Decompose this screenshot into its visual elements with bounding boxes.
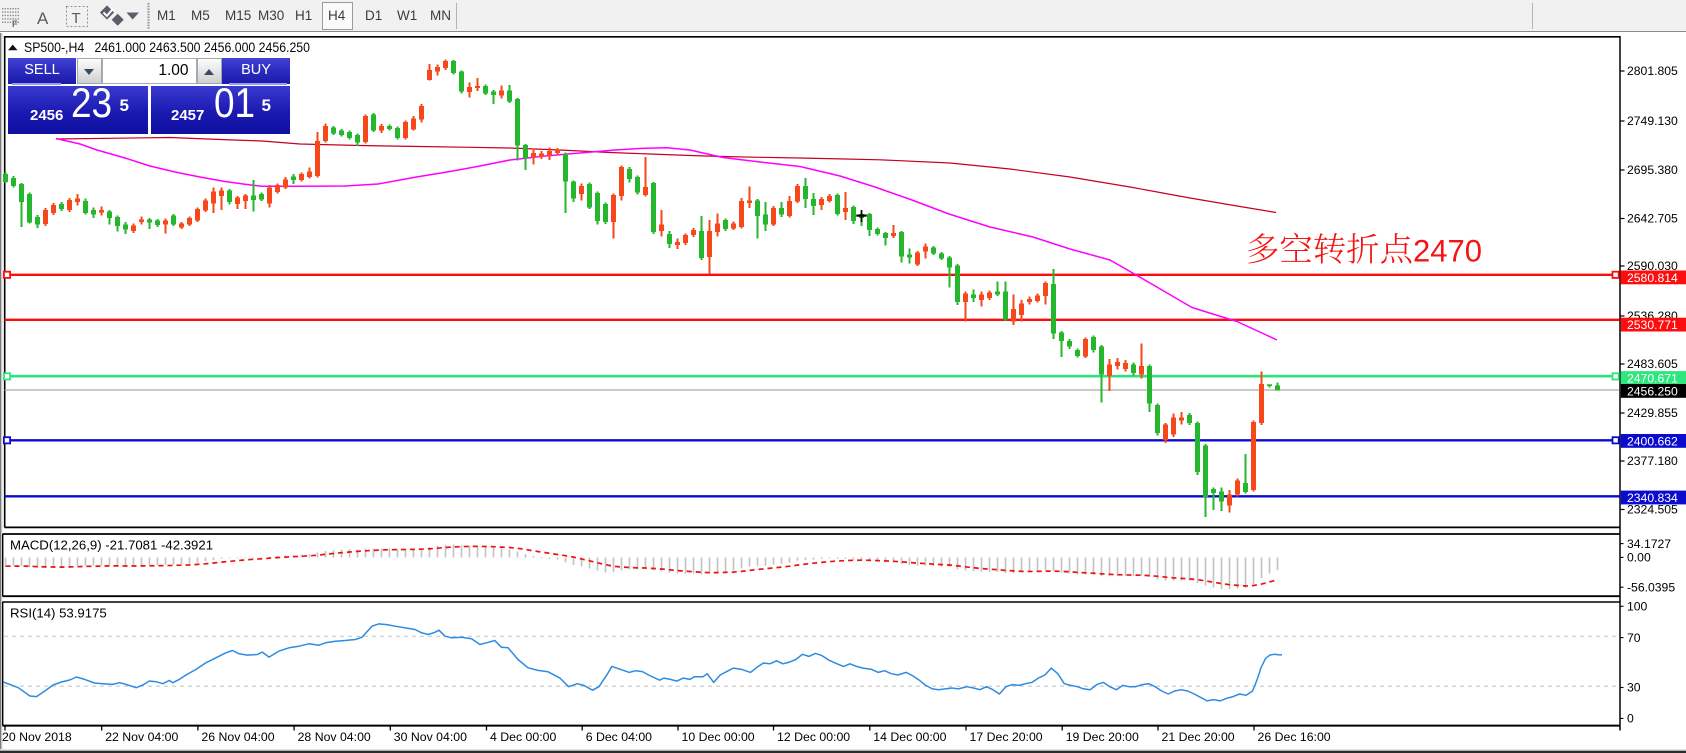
svg-text:SP500-,H4 2461.000 2463.500: SP500-,H4 2461.000 2463.500 2456.000 245… (24, 40, 310, 56)
svg-text:14 Dec 00:00: 14 Dec 00:00 (873, 730, 946, 744)
svg-text:2377.180: 2377.180 (1627, 454, 1678, 468)
svg-text:30: 30 (1627, 681, 1641, 695)
svg-text:19 Dec 20:00: 19 Dec 20:00 (1066, 730, 1139, 744)
svg-text:26 Nov 04:00: 26 Nov 04:00 (201, 730, 274, 744)
svg-text:0: 0 (1627, 712, 1634, 726)
svg-text:28 Nov 04:00: 28 Nov 04:00 (298, 730, 371, 744)
svg-text:17 Dec 20:00: 17 Dec 20:00 (970, 730, 1043, 744)
svg-text:10 Dec 00:00: 10 Dec 00:00 (682, 730, 755, 744)
svg-text:30 Nov 04:00: 30 Nov 04:00 (394, 730, 467, 744)
svg-text:2456.250: 2456.250 (1627, 384, 1678, 398)
svg-text:2429.855: 2429.855 (1627, 406, 1678, 420)
svg-text:2801.805: 2801.805 (1627, 64, 1678, 78)
svg-text:4 Dec 00:00: 4 Dec 00:00 (490, 730, 556, 744)
svg-text:2530.771: 2530.771 (1627, 318, 1678, 332)
svg-text:21 Dec 20:00: 21 Dec 20:00 (1162, 730, 1235, 744)
svg-text:F: F (12, 19, 18, 29)
svg-text:2483.605: 2483.605 (1627, 357, 1678, 371)
svg-text:12 Dec 00:00: 12 Dec 00:00 (777, 730, 850, 744)
svg-text:0.00: 0.00 (1627, 551, 1651, 565)
svg-text:2590.030: 2590.030 (1627, 259, 1678, 273)
svg-text:6 Dec 04:00: 6 Dec 04:00 (586, 730, 652, 744)
svg-text:2470.671: 2470.671 (1627, 371, 1678, 385)
svg-text:2470: 2470 (1413, 233, 1482, 269)
svg-text:2695.380: 2695.380 (1627, 163, 1678, 177)
svg-text:20 Nov 2018: 20 Nov 2018 (2, 730, 72, 744)
svg-text:2400.662: 2400.662 (1627, 434, 1678, 448)
svg-text:MACD(12,26,9) -21.7081 -42.392: MACD(12,26,9) -21.7081 -42.3921 (10, 538, 213, 553)
svg-text:T: T (72, 10, 81, 27)
svg-text:-56.0395: -56.0395 (1627, 580, 1675, 594)
svg-text:2340.834: 2340.834 (1627, 491, 1678, 505)
svg-text:70: 70 (1627, 631, 1641, 645)
svg-text:A: A (37, 9, 49, 28)
svg-text:34.1727: 34.1727 (1627, 537, 1671, 551)
svg-text:2580.814: 2580.814 (1627, 271, 1678, 285)
svg-text:2324.505: 2324.505 (1627, 503, 1678, 517)
svg-text:2642.705: 2642.705 (1627, 212, 1678, 226)
svg-text:100: 100 (1627, 600, 1648, 614)
svg-text:26 Dec 16:00: 26 Dec 16:00 (1258, 730, 1331, 744)
svg-text:2749.130: 2749.130 (1627, 114, 1678, 128)
svg-text:RSI(14) 53.9175: RSI(14) 53.9175 (10, 606, 107, 621)
svg-text:22 Nov 04:00: 22 Nov 04:00 (105, 730, 178, 744)
